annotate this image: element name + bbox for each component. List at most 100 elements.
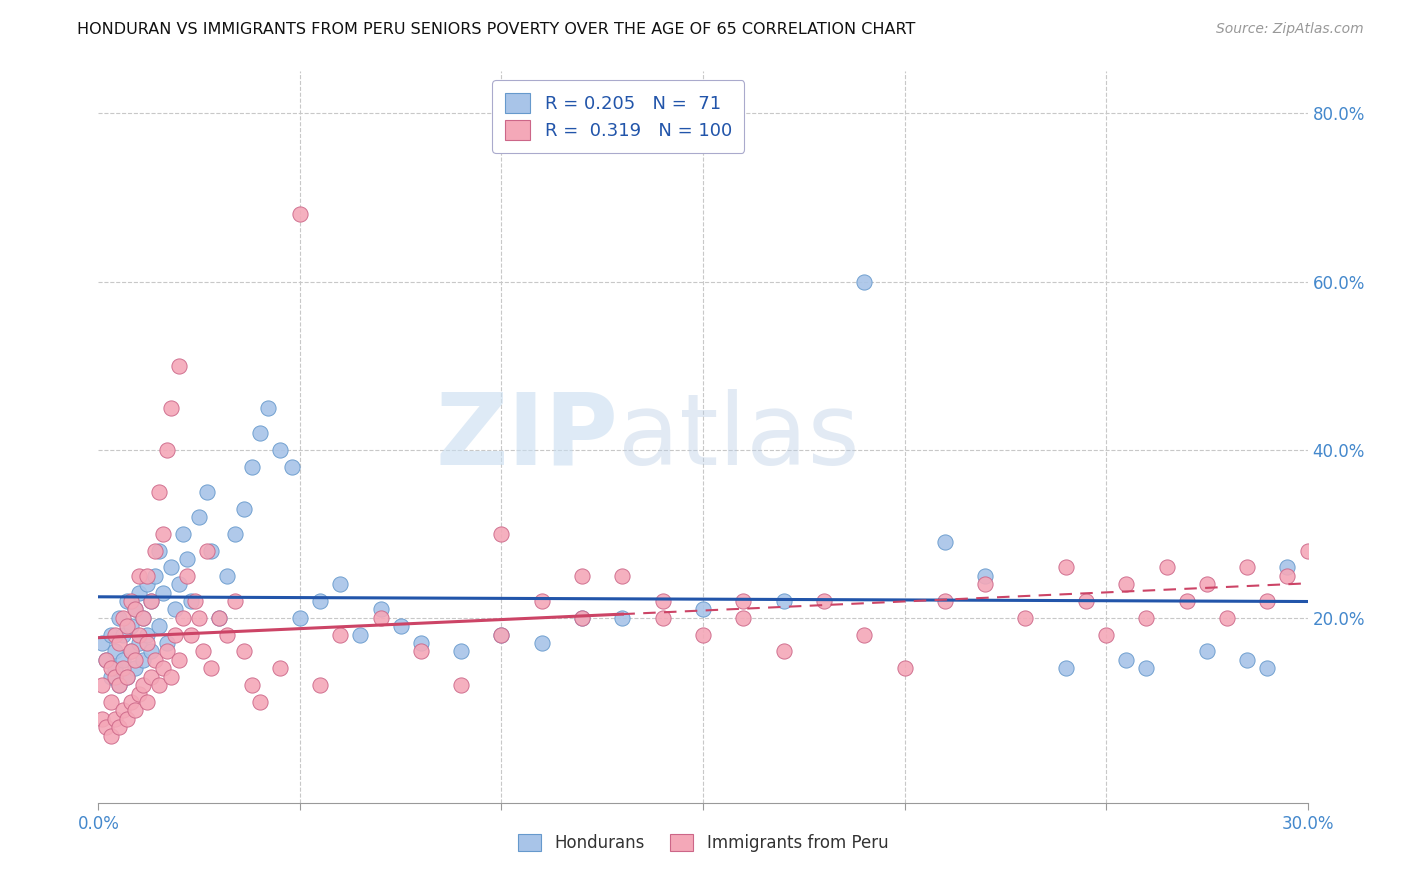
Point [240, 678, 263, 692]
Point [200, 543, 222, 558]
Point [1175, 594, 1198, 608]
Point [491, 627, 513, 641]
Point [160, 401, 183, 415]
Point [1256, 661, 1278, 675]
Point [135, 627, 157, 641]
Point [103, 670, 125, 684]
Point [934, 594, 956, 608]
Point [139, 670, 162, 684]
Point [651, 594, 673, 608]
Point [148, 678, 170, 692]
Point [281, 459, 304, 474]
Point [163, 627, 186, 641]
Point [103, 661, 125, 675]
Point [124, 703, 146, 717]
Point [100, 729, 122, 743]
Point [132, 611, 155, 625]
Point [100, 627, 122, 641]
Point [188, 510, 211, 524]
Point [772, 644, 794, 658]
Point [249, 425, 271, 440]
Point [91, 678, 114, 692]
Point [389, 619, 412, 633]
Point [232, 501, 254, 516]
Text: atlas: atlas [619, 389, 860, 485]
Point [232, 644, 254, 658]
Point [571, 569, 593, 583]
Point [176, 569, 198, 583]
Point [120, 619, 142, 633]
Point [450, 644, 472, 658]
Point [111, 611, 134, 625]
Point [107, 720, 129, 734]
Point [103, 627, 125, 641]
Point [152, 526, 174, 541]
Point [409, 644, 432, 658]
Point [111, 661, 134, 675]
Point [172, 526, 194, 541]
Point [176, 552, 198, 566]
Point [934, 535, 956, 549]
Point [249, 695, 271, 709]
Point [180, 594, 202, 608]
Point [1156, 560, 1178, 574]
Point [180, 627, 202, 641]
Point [269, 442, 291, 457]
Point [111, 653, 134, 667]
Point [103, 644, 125, 658]
Point [269, 661, 291, 675]
Point [135, 569, 157, 583]
Point [200, 661, 222, 675]
Point [1135, 611, 1157, 625]
Point [256, 401, 278, 415]
Point [107, 636, 129, 650]
Point [530, 636, 553, 650]
Point [1014, 611, 1036, 625]
Point [1195, 577, 1218, 591]
Point [152, 661, 174, 675]
Point [288, 611, 311, 625]
Point [491, 627, 513, 641]
Point [135, 695, 157, 709]
Point [124, 653, 146, 667]
Point [329, 577, 352, 591]
Point [111, 703, 134, 717]
Point [103, 712, 125, 726]
Point [107, 611, 129, 625]
Point [813, 594, 835, 608]
Point [1095, 627, 1118, 641]
Point [612, 569, 634, 583]
Point [156, 636, 179, 650]
Point [128, 636, 150, 650]
Point [530, 594, 553, 608]
Point [733, 611, 755, 625]
Point [128, 569, 150, 583]
Point [143, 543, 166, 558]
Point [1115, 653, 1137, 667]
Point [853, 627, 876, 641]
Point [120, 695, 142, 709]
Point [370, 611, 392, 625]
Point [120, 594, 142, 608]
Point [139, 594, 162, 608]
Point [96, 653, 118, 667]
Point [115, 712, 138, 726]
Point [148, 619, 170, 633]
Point [107, 678, 129, 692]
Point [124, 661, 146, 675]
Point [1074, 594, 1097, 608]
Point [124, 602, 146, 616]
Point [132, 653, 155, 667]
Point [156, 442, 179, 457]
Point [571, 611, 593, 625]
Point [1115, 577, 1137, 591]
Point [124, 602, 146, 616]
Point [184, 594, 207, 608]
Point [128, 686, 150, 700]
Point [128, 585, 150, 599]
Point [91, 636, 114, 650]
Point [1277, 569, 1299, 583]
Point [100, 661, 122, 675]
Point [111, 627, 134, 641]
Point [651, 611, 673, 625]
